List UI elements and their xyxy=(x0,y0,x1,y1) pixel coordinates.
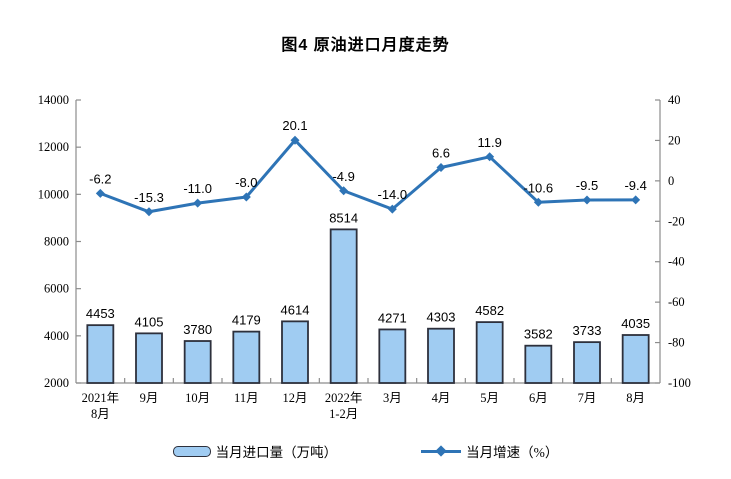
bar-value-label: 4303 xyxy=(427,310,456,325)
line-value-label: -11.0 xyxy=(183,181,212,196)
x-axis-category-label: 2021年 xyxy=(82,391,120,405)
bar xyxy=(427,327,455,384)
line-marker xyxy=(144,207,154,217)
bar xyxy=(475,321,504,384)
x-axis-category-label: 10月 xyxy=(185,391,210,405)
bar xyxy=(524,344,553,384)
bar-value-label: 4271 xyxy=(378,310,407,325)
chart-title: 图4 原油进口月度走势 xyxy=(281,37,450,54)
bar-value-label: 4035 xyxy=(621,316,650,331)
left-axis-tick-label: 10000 xyxy=(38,187,69,201)
line-marker xyxy=(95,188,105,198)
x-axis-category-label: 8月 xyxy=(91,407,110,421)
diamond-marker-icon xyxy=(435,445,447,457)
x-axis-category-label: 6月 xyxy=(529,391,548,405)
x-axis-category-label: 8月 xyxy=(626,391,645,405)
line-value-label: -15.3 xyxy=(134,190,164,205)
line-marker xyxy=(436,163,446,173)
right-axis-tick-label: -100 xyxy=(668,376,691,390)
bar xyxy=(378,328,407,384)
right-axis-tick-label: 40 xyxy=(668,93,681,107)
left-axis-tick-label: 12000 xyxy=(38,140,69,154)
line-marker xyxy=(387,204,397,214)
x-axis-category-label: 3月 xyxy=(383,391,402,405)
line-value-label: -14.0 xyxy=(378,187,408,202)
legend-label-imports: 当月进口量（万吨） xyxy=(215,445,338,460)
right-axis-tick-label: -20 xyxy=(668,214,685,228)
x-axis-category-label: 9月 xyxy=(140,391,159,405)
bar-value-label: 3733 xyxy=(573,323,602,338)
x-axis-category-label: 12月 xyxy=(282,391,307,405)
line-marker xyxy=(339,186,349,196)
x-axis-category-label: 5月 xyxy=(480,391,499,405)
growth-line xyxy=(99,138,636,214)
right-axis-tick-label: -60 xyxy=(668,295,685,309)
bar-value-label: 4179 xyxy=(232,313,261,328)
line-marker xyxy=(485,152,495,162)
line-value-label: 20.1 xyxy=(282,118,307,133)
legend-label-growth: 当月增速（%） xyxy=(466,445,559,460)
left-axis-tick-label: 8000 xyxy=(44,235,69,249)
bar xyxy=(86,324,115,384)
bar xyxy=(281,320,309,384)
bar-value-label: 3780 xyxy=(183,322,212,337)
left-axis-tick-label: 6000 xyxy=(44,282,69,296)
bar-value-label: 3582 xyxy=(524,327,553,342)
left-axis-tick-label: 4000 xyxy=(44,329,69,343)
x-axis-category-label: 4月 xyxy=(432,391,451,405)
bar xyxy=(183,340,212,384)
right-axis-tick-label: -80 xyxy=(668,336,685,350)
bar xyxy=(232,330,261,384)
line-value-label: -9.5 xyxy=(576,178,598,193)
x-axis-category-label: 7月 xyxy=(578,391,597,405)
line-value-label: -10.6 xyxy=(524,180,554,195)
right-axis-tick-label: 20 xyxy=(668,133,681,147)
line-value-label: 11.9 xyxy=(477,135,501,150)
bar-value-label: 4453 xyxy=(86,306,115,321)
line-value-label: -4.9 xyxy=(332,169,354,184)
right-axis-tick-label: 0 xyxy=(668,174,674,188)
line-marker xyxy=(241,192,251,202)
bar xyxy=(135,332,163,384)
right-axis-tick-label: -40 xyxy=(668,255,685,269)
left-axis-tick-label: 2000 xyxy=(44,376,69,390)
line-marker xyxy=(582,195,592,205)
bar-value-label: 4582 xyxy=(475,303,504,318)
legend-item-growth: 当月增速（%） xyxy=(421,441,558,461)
bar-value-label: 4105 xyxy=(135,314,164,329)
line-marker xyxy=(193,198,203,208)
line-value-label: -9.4 xyxy=(624,178,646,193)
line-marker xyxy=(290,135,300,145)
bar-value-label: 8514 xyxy=(329,210,358,225)
bar xyxy=(329,228,358,384)
x-axis-category-label: 11月 xyxy=(234,391,259,405)
bar-series-swatch-icon xyxy=(172,445,211,457)
line-series-swatch-icon xyxy=(421,445,462,457)
x-axis-category-label: 1-2月 xyxy=(329,407,358,421)
chart-legend: 当月进口量（万吨） 当月增速（%） xyxy=(0,441,731,461)
bar xyxy=(573,341,601,384)
left-axis-tick-label: 14000 xyxy=(38,93,69,107)
line-value-label: -6.2 xyxy=(89,171,111,186)
line-value-label: 6.6 xyxy=(432,146,450,161)
x-axis-category-label: 2022年 xyxy=(325,391,363,405)
line-marker xyxy=(533,197,543,207)
legend-item-imports: 当月进口量（万吨） xyxy=(172,441,338,461)
bar-value-label: 4614 xyxy=(281,302,310,317)
line-value-label: -8.0 xyxy=(235,175,257,190)
line-marker xyxy=(631,195,641,205)
bar xyxy=(621,334,650,384)
